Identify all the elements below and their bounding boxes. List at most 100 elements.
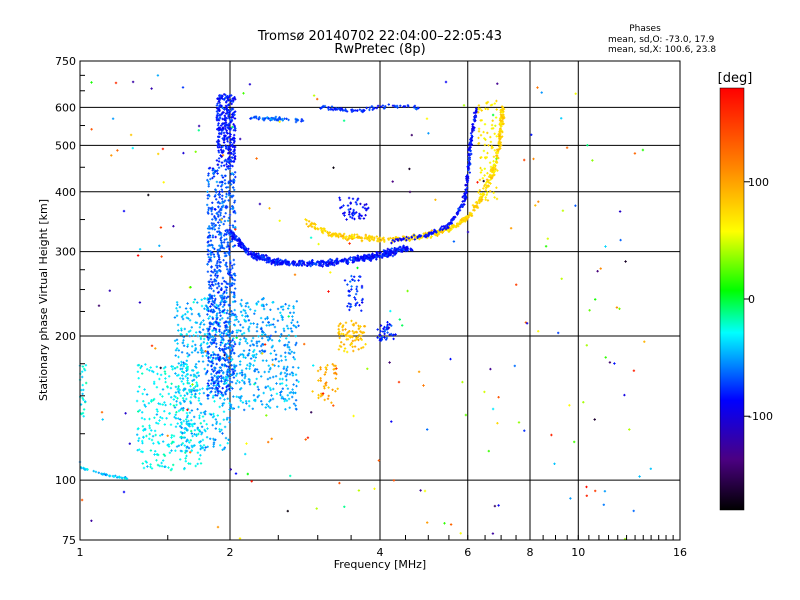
data-point [359,202,362,206]
data-point [215,362,218,366]
data-point [468,171,471,174]
data-point [331,388,334,391]
data-point [179,449,183,453]
data-point [153,416,156,419]
data-point [269,352,272,355]
data-point [193,349,197,352]
data-point [223,164,226,167]
data-point [287,315,290,318]
data-point [294,399,298,402]
data-point [183,436,186,439]
data-point [330,401,333,404]
data-point [255,340,259,343]
data-point [239,310,243,314]
data-point [408,190,412,194]
data-point [184,460,187,463]
data-point [427,132,430,135]
data-point [275,382,278,385]
data-point [355,285,359,288]
data-point [261,337,264,340]
data-point [154,347,157,350]
data-point [296,320,299,324]
data-point [355,233,359,236]
data-point [262,307,266,311]
data-point [234,287,237,290]
data-point [208,225,211,228]
data-point [215,198,218,201]
data-point [220,282,224,285]
data-point [227,199,230,202]
data-point [493,132,496,135]
data-point [496,422,499,425]
data-point [479,193,482,196]
data-point [170,382,173,385]
data-point [170,442,173,445]
data-point [489,367,492,371]
data-point [153,429,157,433]
data-point [139,366,142,370]
data-point [352,414,355,418]
data-point [190,409,194,412]
data-point [180,407,184,410]
data-point [203,307,206,310]
data-point [159,366,162,370]
data-point [218,190,221,193]
data-point [341,328,345,332]
data-point [238,381,241,384]
data-point [317,379,320,382]
data-point [184,375,187,378]
data-point [241,314,244,317]
data-point [282,365,286,369]
data-point [210,287,213,290]
data-point [141,411,144,414]
data-point [227,216,231,220]
data-point [175,347,179,350]
data-point [356,266,359,270]
data-point [553,462,556,465]
data-point [523,158,526,162]
data-point [177,373,180,377]
data-point [228,213,232,217]
data-point [186,392,189,396]
data-point [168,375,171,378]
data-point [199,440,202,443]
data-point [150,429,153,432]
data-point [188,353,191,357]
data-point [192,373,196,376]
data-point [203,297,207,300]
data-point [310,411,313,414]
data-point [212,289,215,293]
data-point [169,386,173,390]
data-point [523,429,526,432]
data-point [166,385,169,388]
data-point [143,418,146,421]
data-point [180,421,183,424]
data-point [185,420,188,423]
data-point [265,414,268,417]
data-point [350,285,353,288]
data-point [283,329,286,333]
data-point [186,415,189,419]
data-point [149,463,152,466]
data-point [258,202,262,206]
data-point [214,390,217,394]
data-point [153,453,156,456]
data-point [212,253,215,256]
data-point [239,338,242,341]
data-point [80,498,84,502]
data-point [332,166,335,169]
data-point [170,436,173,439]
data-point [337,328,340,331]
data-point [540,91,543,94]
data-point [267,370,271,373]
data-point [191,379,194,382]
data-point [319,366,322,369]
data-point [354,321,358,325]
data-point [204,429,207,433]
data-point [211,218,214,221]
data-point [286,365,289,369]
data-point [291,395,294,399]
data-point [122,209,126,213]
data-point [177,417,180,420]
